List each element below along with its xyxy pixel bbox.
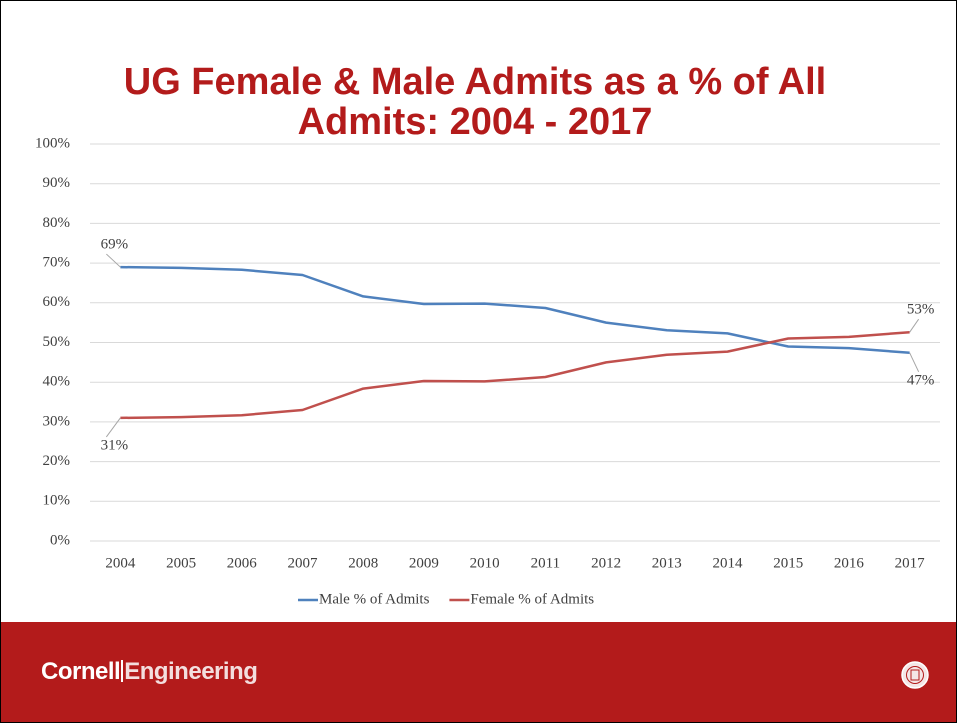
label-leader xyxy=(909,318,920,333)
y-tick-label: 50% xyxy=(43,334,71,350)
x-tick-label: 2009 xyxy=(409,555,439,571)
y-tick-label: 90% xyxy=(43,175,71,191)
x-tick-label: 2016 xyxy=(834,555,865,571)
y-tick-label: 100% xyxy=(35,135,70,151)
chart: 0% 10% 20% 30% 40% 50% 60% 70% 80% 90% 100% 2004 200… xyxy=(35,135,940,607)
x-tick-label: 2013 xyxy=(652,555,682,571)
y-tick-label: 0% xyxy=(50,532,70,548)
x-tick-label: 2006 xyxy=(227,555,258,571)
x-tick-label: 2015 xyxy=(773,555,803,571)
legend-label: Male % of Admits xyxy=(319,591,430,607)
y-tick-label: 20% xyxy=(43,453,71,469)
footer: Cornell Engineering xyxy=(1,622,956,722)
y-tick-label: 80% xyxy=(43,215,71,231)
x-tick-label: 2014 xyxy=(713,555,744,571)
data-label: 69% xyxy=(101,237,129,253)
x-tick-label: 2010 xyxy=(470,555,500,571)
data-label: 53% xyxy=(907,302,935,318)
y-tick-label: 60% xyxy=(43,294,71,310)
label-leader xyxy=(105,417,121,438)
series-line xyxy=(120,265,910,355)
y-tick-label: 30% xyxy=(43,413,71,429)
label-leader xyxy=(106,253,121,268)
x-tick-label: 2008 xyxy=(348,555,378,571)
data-label: 47% xyxy=(907,372,935,388)
brand-logo: Cornell Engineering xyxy=(41,658,258,686)
y-tick-label: 10% xyxy=(43,493,71,509)
label-leader xyxy=(909,352,920,373)
x-tick-label: 2005 xyxy=(166,555,196,571)
brand-text: Engineering xyxy=(124,658,258,685)
slide-title: UG Female & Male Admits as a % of All Ad… xyxy=(123,61,827,143)
x-tick-label: 2011 xyxy=(531,555,560,571)
seal-icon xyxy=(901,661,929,689)
data-label: 31% xyxy=(101,437,129,453)
legend-label: Female % of Admits xyxy=(470,591,594,607)
brand-text: Cornell xyxy=(41,658,121,685)
x-tick-label: 2004 xyxy=(105,555,136,571)
x-tick-label: 2007 xyxy=(288,555,319,571)
x-tick-label: 2017 xyxy=(895,555,926,571)
x-tick-label: 2012 xyxy=(591,555,621,571)
series-line xyxy=(120,330,910,420)
y-tick-label: 40% xyxy=(43,374,71,390)
y-tick-label: 70% xyxy=(43,255,71,271)
